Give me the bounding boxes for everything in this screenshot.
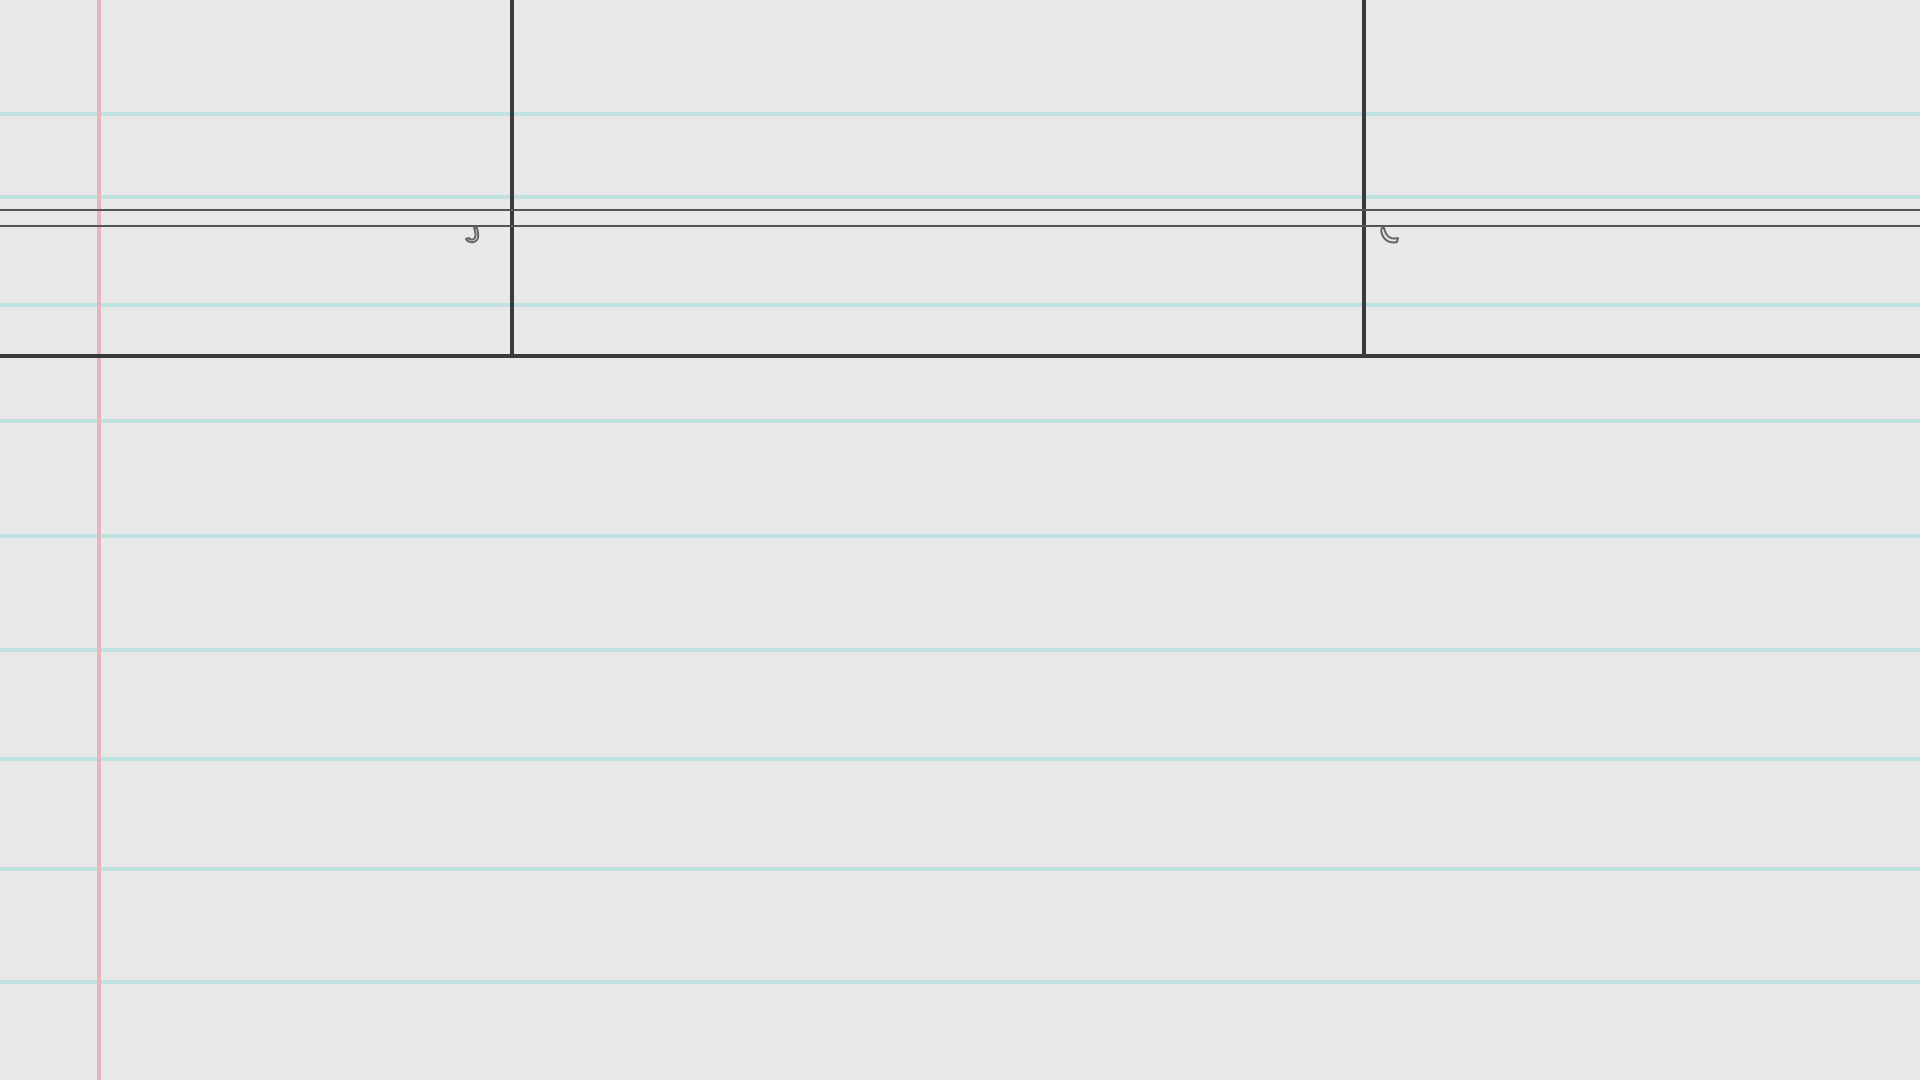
hook-icon <box>465 227 480 244</box>
ruled-line-7 <box>0 757 1920 761</box>
ruled-line-6 <box>0 648 1920 652</box>
left-hook-shape <box>465 227 480 244</box>
right-hook-shape <box>1380 227 1399 244</box>
hook-icon <box>1380 227 1399 244</box>
ruled-line-5 <box>0 534 1920 538</box>
ruled-line-1 <box>0 112 1920 116</box>
ruled-line-4 <box>0 419 1920 423</box>
upper-frame <box>0 0 1920 358</box>
hanging-rails <box>0 209 1920 227</box>
ruled-line-2 <box>0 195 1920 199</box>
ruled-line-3 <box>0 303 1920 307</box>
notebook-margin-line <box>97 0 101 1080</box>
ruled-line-9 <box>0 980 1920 984</box>
ruled-line-8 <box>0 867 1920 871</box>
